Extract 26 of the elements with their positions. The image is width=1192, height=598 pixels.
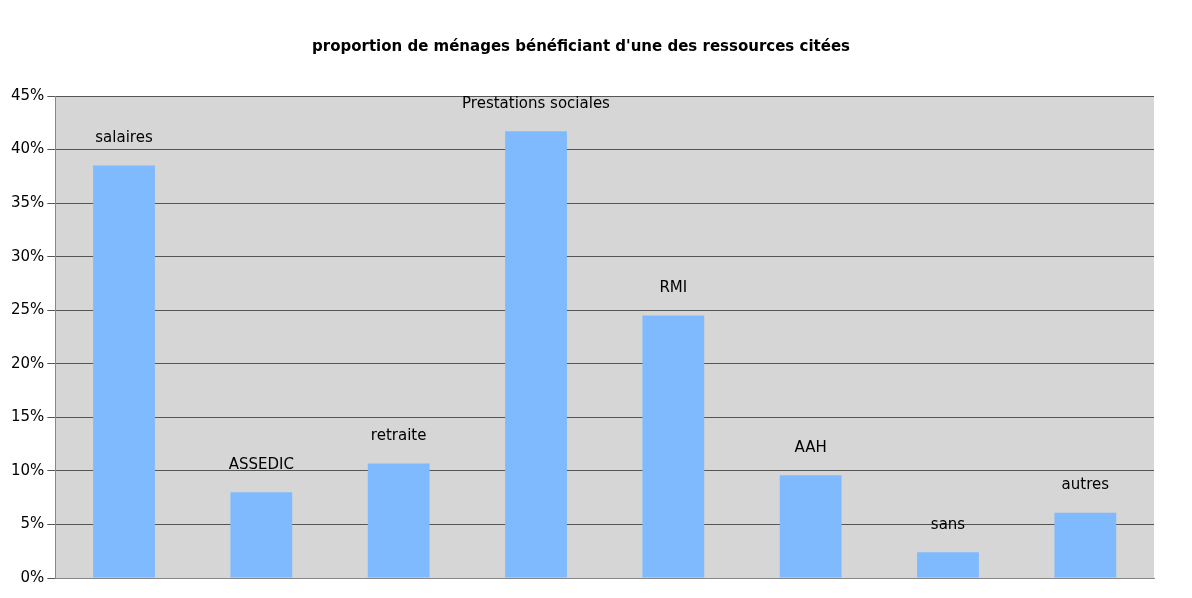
y-tick-label: 25% [11, 300, 45, 319]
bar [1054, 512, 1117, 578]
bar [779, 475, 842, 578]
x-tick-label: Prestations sociales [462, 93, 611, 112]
bar [367, 463, 430, 578]
y-tick-label: 10% [11, 460, 45, 479]
bar [230, 492, 293, 578]
bar [93, 165, 155, 578]
y-tick-label: 15% [11, 407, 45, 426]
x-tick-label: RMI [659, 277, 688, 296]
y-tick-label: 20% [11, 353, 45, 372]
chart-title: proportion de ménages bénéficiant d'une des ressources citées [312, 36, 851, 55]
y-tick-label: 0% [20, 567, 45, 586]
y-tick-label: 5% [20, 514, 45, 533]
x-tick-label: autres [1061, 475, 1110, 494]
bar [642, 315, 705, 578]
x-tick-label: ASSEDIC [228, 454, 294, 473]
y-tick-label: 45% [11, 85, 45, 104]
bar [917, 552, 979, 578]
bar [505, 131, 567, 578]
y-tick-label: 40% [11, 139, 45, 158]
y-tick-label: 30% [11, 246, 45, 265]
x-tick-label: AAH [794, 437, 827, 456]
y-tick-label: 35% [11, 193, 45, 211]
x-tick-label: retraite [370, 425, 427, 444]
x-tick-label: salaires [95, 128, 153, 147]
